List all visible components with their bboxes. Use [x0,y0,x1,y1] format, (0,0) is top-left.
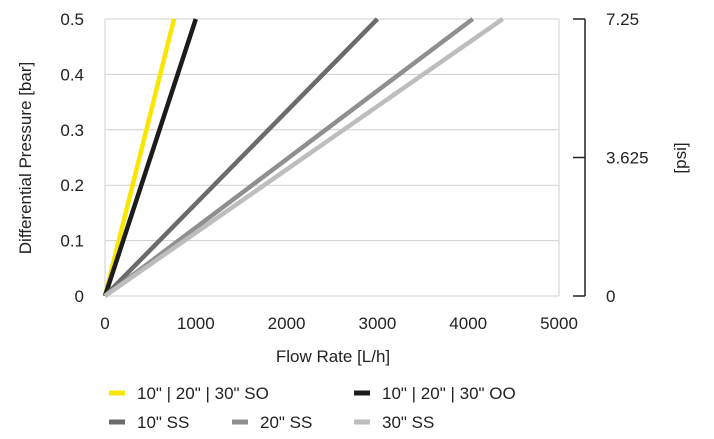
x-tick-label: 3000 [358,314,396,333]
y-tick-label: 0.4 [60,65,84,84]
legend-label: 10" | 20" | 30" SO [137,384,269,403]
legend-label: 10" SS [137,413,189,432]
y-tick-label: 0.1 [60,232,84,251]
x-tick-label: 4000 [449,314,487,333]
series-line-1 [102,18,177,297]
legend: 10" | 20" | 30" SO 10" | 20" | 30" OO 10" … [109,384,516,432]
legend-label: 30" SS [382,413,434,432]
x-tick-label: 1000 [177,314,215,333]
y-tick-label: 0.5 [60,10,84,29]
y-tick-label: 0.2 [60,176,84,195]
legend-item-3: 10" SS [109,413,189,432]
y2-tick-label: 3.625 [606,149,649,168]
grid [105,18,560,297]
legend-item-2: 10" | 20" | 30" OO [354,384,516,403]
series-line-3 [103,17,380,298]
legend-item-1: 10" | 20" | 30" SO [109,384,269,403]
x-tick-label: 2000 [268,314,306,333]
y-tick-label: 0.3 [60,121,84,140]
y2-tick-label: 0 [606,287,615,306]
y2-tick-label: 7.25 [606,10,639,29]
legend-label: 10" | 20" | 30" OO [382,384,516,403]
series-line-2 [102,18,198,297]
series-lines [102,17,504,298]
legend-label: 20" SS [260,413,312,432]
legend-item-4: 20" SS [232,413,312,432]
y2-axis-title: [psi] [671,142,690,173]
series-line-4 [103,17,475,298]
y-axis-title: Differential Pressure [bar] [16,62,35,254]
axes [104,18,586,297]
y-tick-label: 0 [75,287,84,306]
x-axis-title: Flow Rate [L/h] [276,347,390,366]
x-tick-label: 5000 [540,314,578,333]
x-tick-label: 0 [100,314,109,333]
legend-item-5: 30" SS [354,413,434,432]
tick-labels: 0 3.625 7.25 0 0.1 0.2 0.3 0.4 0.5 0 1000 2000 3000 4… [60,10,648,333]
series-line-5 [103,17,504,298]
